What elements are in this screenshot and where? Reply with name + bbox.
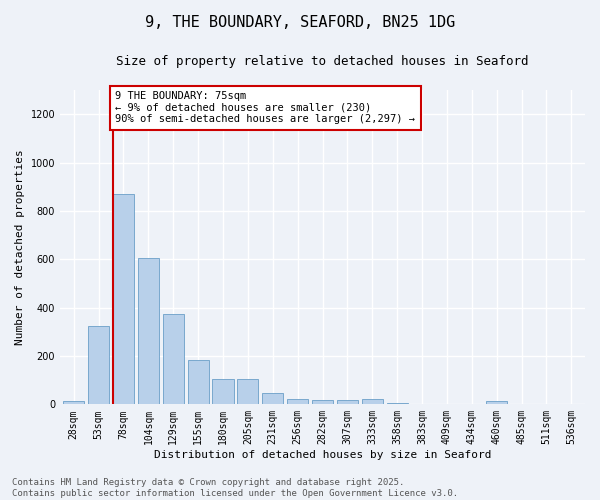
Bar <box>386 403 408 404</box>
Bar <box>337 400 358 404</box>
Bar <box>486 402 507 404</box>
Bar <box>238 379 259 404</box>
Bar <box>88 326 109 404</box>
Text: Contains HM Land Registry data © Crown copyright and database right 2025.
Contai: Contains HM Land Registry data © Crown c… <box>12 478 458 498</box>
Bar <box>138 258 159 404</box>
Bar <box>362 400 383 404</box>
Text: 9, THE BOUNDARY, SEAFORD, BN25 1DG: 9, THE BOUNDARY, SEAFORD, BN25 1DG <box>145 15 455 30</box>
Bar <box>163 314 184 404</box>
Y-axis label: Number of detached properties: Number of detached properties <box>15 150 25 345</box>
Bar <box>212 379 233 404</box>
Bar <box>287 400 308 404</box>
X-axis label: Distribution of detached houses by size in Seaford: Distribution of detached houses by size … <box>154 450 491 460</box>
Text: 9 THE BOUNDARY: 75sqm
← 9% of detached houses are smaller (230)
90% of semi-deta: 9 THE BOUNDARY: 75sqm ← 9% of detached h… <box>115 91 415 124</box>
Bar <box>113 194 134 404</box>
Title: Size of property relative to detached houses in Seaford: Size of property relative to detached ho… <box>116 55 529 68</box>
Bar <box>312 400 333 404</box>
Bar <box>63 400 84 404</box>
Bar <box>188 360 209 405</box>
Bar <box>262 394 283 404</box>
